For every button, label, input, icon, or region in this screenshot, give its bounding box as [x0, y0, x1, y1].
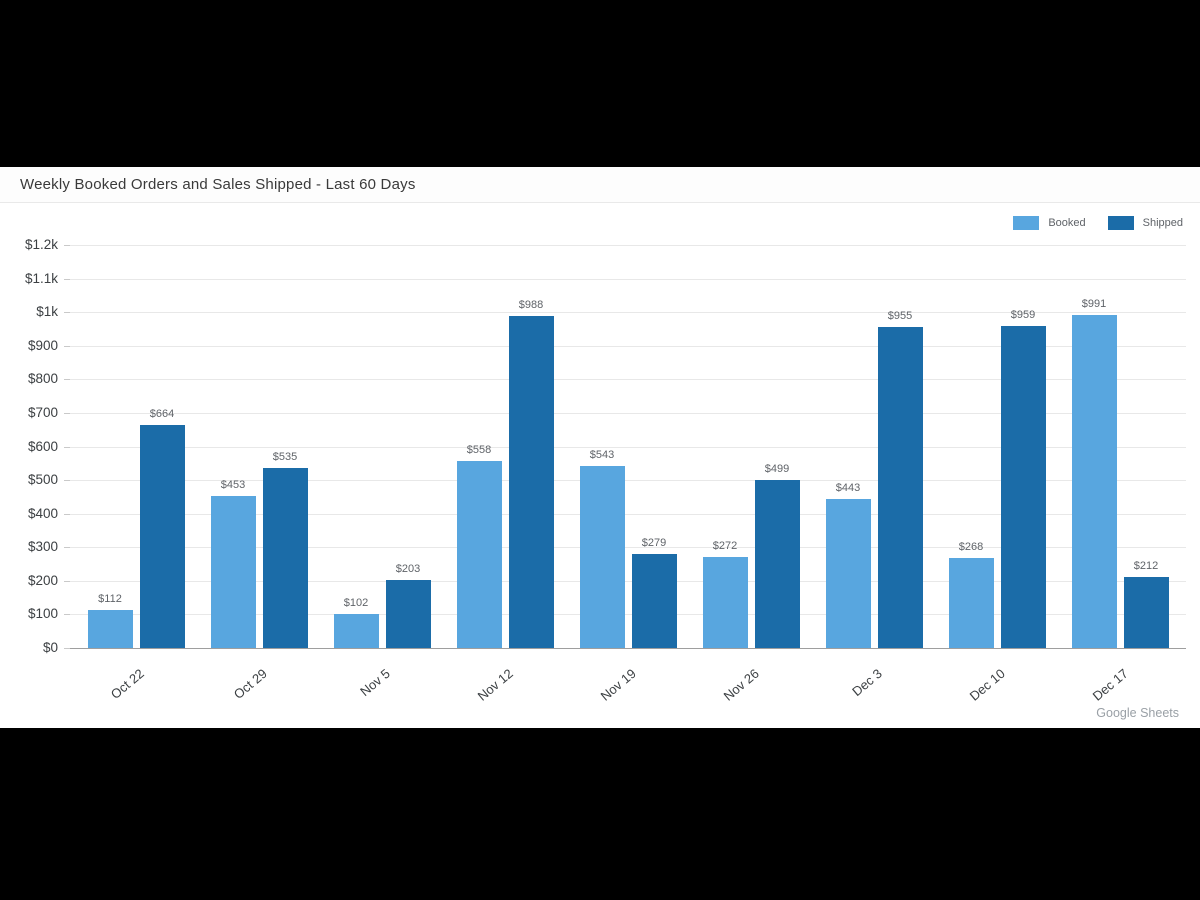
y-axis-tick: [64, 379, 70, 381]
bar-shipped-oct-29[interactable]: [262, 468, 308, 648]
y-axis-tick: [64, 580, 70, 582]
legend-swatch-shipped: [1107, 216, 1134, 230]
bar-booked-nov-19[interactable]: [579, 465, 625, 648]
bar-value-label: $268: [958, 540, 984, 553]
y-axis-label: $900: [27, 337, 58, 353]
bar-shipped-dec-10[interactable]: [1000, 325, 1046, 648]
x-axis-label-oct-29: Oct 29: [230, 665, 270, 702]
chart-legend: Booked Shipped: [1013, 215, 1183, 231]
gridline: [70, 547, 1186, 549]
y-axis-tick: [64, 312, 70, 314]
gridline: [70, 480, 1186, 482]
gridline: [70, 245, 1186, 246]
letterbox-bottom: [0, 728, 1200, 900]
gridline: [70, 379, 1186, 381]
bar-shipped-nov-12[interactable]: [508, 316, 554, 648]
y-axis-tick: [64, 480, 70, 482]
bar-shipped-nov-5[interactable]: [385, 579, 431, 648]
bar-booked-oct-22[interactable]: [87, 610, 133, 648]
legend-label: Shipped: [1142, 217, 1183, 229]
y-axis-tick: [64, 345, 70, 347]
gridline: [70, 513, 1186, 515]
gridline: [70, 412, 1186, 414]
bar-shipped-dec-3[interactable]: [877, 327, 923, 648]
y-axis-label: $800: [27, 371, 58, 387]
bar-value-label: $112: [98, 593, 122, 606]
bar-value-label: $453: [220, 478, 246, 491]
y-axis-label: $1k: [36, 304, 58, 320]
bar-value-label: $991: [1081, 298, 1107, 311]
x-axis-label-nov-19: Nov 19: [597, 665, 639, 704]
gridline: [70, 614, 1186, 616]
y-axis-tick: [64, 245, 70, 246]
y-axis-label: $0: [42, 640, 58, 655]
legend-item-shipped[interactable]: Shipped: [1107, 216, 1183, 230]
y-axis-tick: [64, 614, 70, 616]
bar-value-label: $212: [1133, 559, 1159, 572]
x-axis-baseline: [70, 648, 1186, 649]
bar-booked-nov-12[interactable]: [456, 460, 502, 648]
bar-value-label: $203: [395, 562, 421, 575]
bar-value-label: $959: [1010, 308, 1036, 321]
chart-screen: Weekly Booked Orders and Sales Shipped -…: [0, 167, 1200, 728]
y-axis-label: $1.1k: [24, 270, 58, 286]
bar-value-label: $664: [149, 408, 175, 420]
chart-title-bar: Weekly Booked Orders and Sales Shipped -…: [0, 167, 1200, 203]
y-axis-label: $700: [27, 404, 58, 420]
gridline: [70, 345, 1186, 347]
y-axis-label: $1.2k: [24, 237, 58, 252]
letterbox-top: [0, 0, 1200, 167]
chart-canvas: $0 $100 $200 $300 $400 $500 $600 $700 $800 $900 $1…: [0, 167, 1200, 728]
bar-booked-nov-5[interactable]: [333, 613, 379, 648]
legend-item-booked[interactable]: Booked: [1013, 216, 1086, 230]
y-axis-label: $500: [27, 472, 58, 488]
y-axis-label: $300: [27, 539, 58, 555]
x-axis-label-nov-5: Nov 5: [357, 665, 393, 700]
y-axis-tick: [64, 446, 70, 448]
gridline: [70, 312, 1186, 314]
bar-booked-dec-3[interactable]: [825, 499, 871, 648]
bar-value-label: $443: [835, 482, 861, 495]
legend-swatch-booked: [1013, 216, 1040, 230]
x-axis-label-nov-12: Nov 12: [474, 665, 516, 704]
bar-shipped-oct-22[interactable]: [139, 425, 185, 648]
bar-shipped-dec-17[interactable]: [1123, 576, 1169, 648]
bar-booked-dec-10[interactable]: [948, 557, 994, 648]
y-axis-tick: [64, 547, 70, 549]
bar-value-label: $102: [343, 596, 369, 609]
y-axis-tick: [64, 278, 70, 280]
x-axis-label-nov-26: Nov 26: [720, 665, 762, 704]
legend-label: Booked: [1048, 217, 1086, 229]
bar-value-label: $955: [887, 310, 913, 323]
x-axis-label-dec-17: Dec 17: [1089, 665, 1131, 704]
gridline: [70, 278, 1186, 280]
x-axis-label-dec-10: Dec 10: [966, 665, 1008, 704]
bar-booked-dec-17[interactable]: [1071, 315, 1117, 648]
bar-value-label: $535: [272, 451, 298, 464]
bar-value-label: $543: [589, 448, 615, 461]
y-axis-label: $400: [27, 505, 58, 521]
bar-value-label: $558: [466, 443, 492, 456]
bar-value-label: $279: [641, 537, 667, 550]
bar-value-label: $499: [764, 463, 790, 476]
x-axis-label-dec-3: Dec 3: [849, 665, 885, 700]
y-axis-label: $100: [27, 606, 58, 622]
y-axis-tick: [64, 412, 70, 414]
bar-value-label: $272: [712, 539, 738, 552]
y-axis-label: $600: [27, 438, 58, 454]
chart-title: Weekly Booked Orders and Sales Shipped -…: [20, 176, 416, 193]
bar-booked-nov-26[interactable]: [702, 556, 748, 648]
bar-booked-oct-29[interactable]: [210, 495, 256, 648]
google-sheets-attribution: Google Sheets: [1096, 706, 1179, 720]
gridline: [70, 446, 1186, 448]
bar-value-label: $988: [518, 299, 544, 312]
bar-shipped-nov-19[interactable]: [631, 554, 677, 648]
y-axis-tick: [64, 513, 70, 515]
y-axis-label: $200: [27, 572, 58, 588]
bar-shipped-nov-26[interactable]: [754, 480, 800, 648]
y-axis-tick: [64, 648, 70, 649]
gridline: [70, 580, 1186, 582]
x-axis-label-oct-22: Oct 22: [107, 665, 147, 702]
